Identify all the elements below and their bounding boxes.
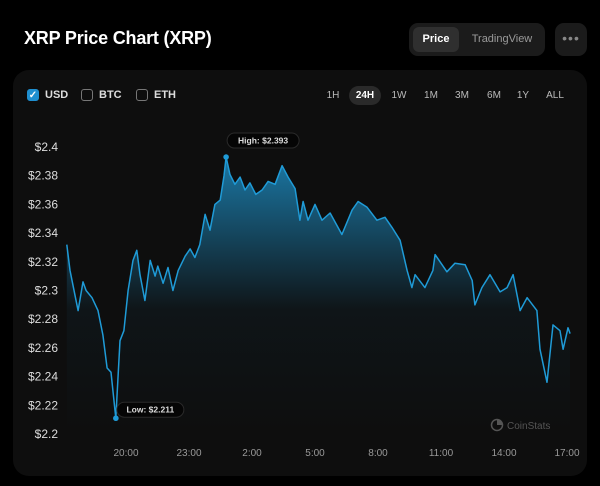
low-tooltip	[116, 401, 185, 418]
tradingview-button[interactable]: TradingView	[471, 33, 533, 45]
range-1h[interactable]: 1H	[326, 90, 340, 101]
y-tick-label: $2.36	[28, 197, 58, 211]
btc-checkbox[interactable]: BTC	[81, 89, 122, 101]
usd-checkbox[interactable]: ✓ USD	[27, 89, 68, 101]
x-tick-label: 11:00	[429, 448, 454, 459]
eth-checkbox[interactable]: ETH	[136, 89, 176, 101]
y-tick-label: $2.32	[28, 255, 58, 269]
range-1m[interactable]: 1M	[424, 90, 438, 101]
range-3m[interactable]: 3M	[455, 90, 469, 101]
eth-label: ETH	[154, 89, 176, 101]
price-line	[66, 156, 571, 419]
high-tooltip	[226, 132, 300, 149]
x-tick-label: 23:00	[176, 448, 201, 459]
y-tick-label: $2.24	[28, 370, 58, 384]
y-tick-label: $2.22	[28, 398, 58, 412]
range-1w[interactable]: 1W	[391, 90, 407, 101]
btc-label: BTC	[99, 89, 122, 101]
y-tick-label: $2.4	[35, 140, 59, 154]
more-options-button[interactable]: •••	[555, 23, 587, 56]
page-title: XRP Price Chart (XRP)	[24, 28, 212, 48]
x-tick-label: 5:00	[305, 448, 325, 459]
y-tick-label: $2.34	[28, 226, 58, 240]
x-tick-label: 14:00	[491, 448, 516, 459]
low-label: Low: $2.211	[126, 405, 174, 415]
view-toggle: Price TradingView	[409, 23, 545, 56]
y-tick-label: $2.26	[28, 341, 58, 355]
high-point	[223, 154, 229, 160]
price-area	[66, 157, 571, 434]
usd-label: USD	[45, 89, 69, 101]
range-all[interactable]: ALL	[546, 90, 564, 101]
x-tick-label: 17:00	[554, 448, 579, 459]
x-tick-label: 8:00	[368, 448, 388, 459]
checkbox-icon	[136, 89, 148, 101]
checkmark-icon: ✓	[27, 89, 39, 101]
coinstats-watermark: CoinStats	[490, 418, 550, 432]
x-tick-label: 2:00	[242, 448, 262, 459]
price-view-button[interactable]: Price	[413, 27, 459, 52]
range-6m[interactable]: 6M	[487, 90, 501, 101]
range-1y[interactable]: 1Y	[516, 90, 530, 101]
y-tick-label: $2.3	[35, 284, 59, 298]
range-24h[interactable]: 24H	[349, 86, 381, 105]
ellipsis-icon: •••	[562, 30, 580, 46]
y-tick-label: $2.38	[28, 169, 58, 183]
watermark-text: CoinStats	[507, 421, 550, 432]
x-tick-label: 20:00	[113, 448, 138, 459]
y-tick-label: $2.28	[28, 312, 58, 326]
low-point	[113, 415, 119, 422]
checkbox-icon	[81, 89, 93, 101]
y-tick-label: $2.2	[35, 427, 59, 441]
high-label: High: $2.393	[238, 136, 288, 146]
